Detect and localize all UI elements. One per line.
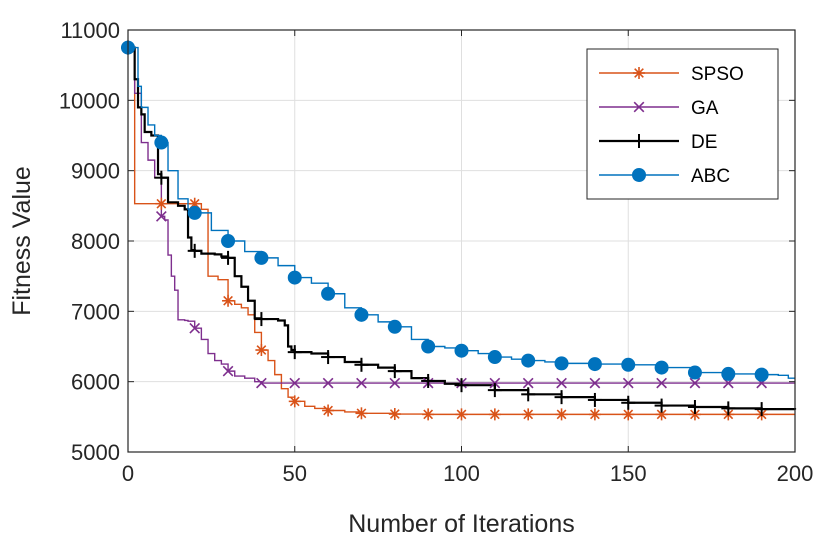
data-point-ga (522, 377, 534, 389)
data-point-de (654, 398, 669, 413)
x-tick-label: 150 (610, 461, 647, 486)
data-point-abc (387, 319, 402, 334)
data-point-ga (189, 322, 201, 334)
data-point-de (521, 387, 536, 402)
data-point-de (221, 250, 236, 265)
data-point-ga (389, 377, 401, 389)
axis-ticks: 0 50 100 150 200 5000 6000 7000 8000 9000 10000 110… (59, 18, 814, 486)
data-point-abc (287, 270, 302, 285)
x-tick-label: 200 (777, 461, 814, 486)
data-point-abc (587, 357, 602, 372)
data-point-de (687, 399, 702, 414)
x-tick-label: 50 (283, 461, 307, 486)
data-point-de (154, 170, 169, 185)
y-tick-label: 6000 (71, 370, 120, 395)
data-point-de (321, 350, 336, 365)
data-point-ga (322, 377, 334, 389)
data-point-spso (555, 408, 568, 421)
data-point-ga (356, 377, 367, 389)
data-point-abc (687, 365, 702, 380)
data-point-ga (556, 377, 567, 389)
y-tick-label: 5000 (71, 440, 120, 465)
data-point-spso (422, 408, 435, 421)
data-point-spso (388, 408, 401, 421)
data-point-abc (421, 339, 436, 354)
data-point-ga (155, 211, 167, 222)
legend-marker-ga (633, 101, 645, 113)
data-point-abc (254, 250, 269, 265)
data-point-abc (521, 353, 536, 368)
data-point-de (421, 373, 436, 388)
data-point-ga (289, 377, 301, 389)
data-point-abc (187, 205, 202, 220)
data-point-de (587, 392, 602, 407)
data-point-abc (454, 343, 469, 358)
data-point-de (554, 390, 569, 405)
data-point-abc (754, 367, 769, 382)
x-axis-title: Number of Iterations (348, 510, 575, 538)
data-point-abc (354, 307, 369, 322)
data-point-de (454, 378, 469, 393)
data-point-abc (154, 135, 169, 150)
data-point-de (621, 395, 636, 410)
series-line-de (128, 46, 797, 411)
x-tick-label: 100 (443, 461, 480, 486)
data-point-abc (487, 350, 502, 365)
data-point-spso (522, 408, 535, 421)
data-point-de (254, 312, 269, 327)
legend-marker-de (632, 134, 646, 148)
data-point-spso (288, 395, 301, 408)
data-point-de (354, 357, 369, 372)
y-tick-label: 9000 (71, 159, 120, 184)
y-tick-label: 8000 (71, 229, 120, 254)
legend: SPSO GA DE ABC (586, 48, 779, 200)
legend-marker-abc (632, 168, 646, 182)
legend-label-de: DE (691, 132, 717, 153)
y-tick-label: 11000 (60, 18, 120, 43)
data-point-de (387, 364, 402, 379)
series-line-ga (128, 46, 795, 384)
x-tick-label: 0 (122, 461, 134, 486)
data-point-abc (621, 357, 636, 372)
data-point-ga (222, 365, 234, 377)
data-point-ga (689, 377, 701, 389)
data-point-abc (654, 360, 669, 375)
data-point-de (487, 383, 502, 398)
data-point-de (187, 243, 202, 258)
data-point-spso (622, 408, 635, 421)
legend-label-spso: SPSO (691, 64, 744, 85)
data-point-abc (721, 366, 736, 381)
data-point-de (754, 402, 769, 417)
data-point-abc (321, 286, 336, 301)
data-point-de (287, 345, 302, 360)
data-point-spso (488, 408, 501, 421)
legend-label-abc: ABC (691, 166, 730, 187)
data-point-spso (222, 294, 235, 307)
y-axis-title: Fitness Value (8, 166, 36, 316)
data-point-spso (255, 344, 268, 357)
data-point-ga (589, 377, 601, 389)
legend-marker-spso (633, 67, 645, 79)
y-tick-label: 10000 (59, 88, 120, 113)
data-point-abc (554, 356, 569, 371)
data-point-spso (155, 197, 168, 210)
data-point-ga (256, 377, 267, 389)
data-point-abc (221, 234, 236, 248)
data-point-spso (355, 407, 368, 420)
data-point-spso (322, 404, 335, 417)
legend-box (586, 48, 779, 200)
series-line-spso (128, 46, 795, 416)
y-tick-label: 7000 (71, 299, 120, 324)
series-markers (121, 40, 769, 421)
data-point-spso (455, 408, 468, 421)
data-point-spso (588, 408, 601, 421)
data-point-de (721, 401, 736, 416)
legend-label-ga: GA (691, 98, 719, 119)
data-point-ga (489, 377, 501, 389)
data-point-ga (656, 377, 667, 389)
data-point-ga (622, 377, 634, 389)
